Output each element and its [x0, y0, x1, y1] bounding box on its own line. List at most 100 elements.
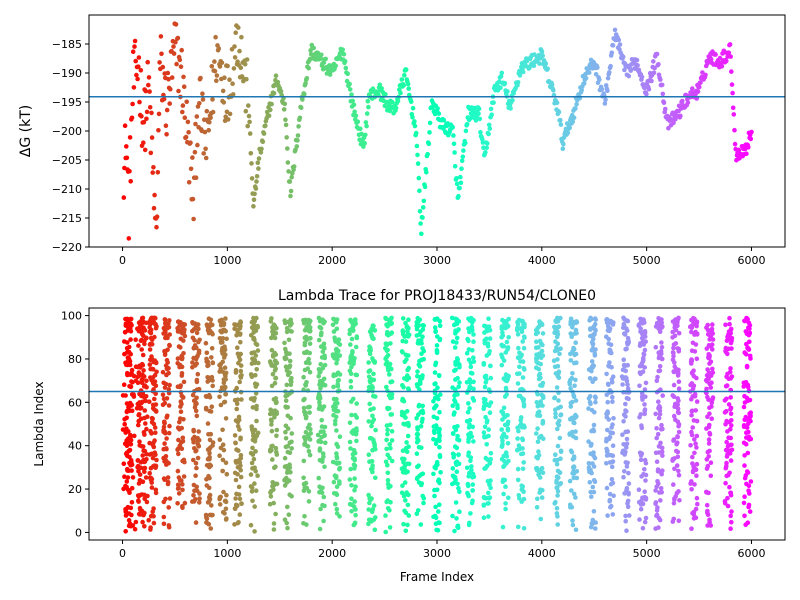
delta-g-point — [252, 191, 257, 197]
lambda-point — [306, 356, 312, 362]
lambda-point — [431, 428, 437, 434]
lambda-point — [453, 359, 458, 365]
lambda-point — [437, 323, 443, 329]
lambda-point — [238, 339, 243, 345]
delta-g-panel: 0 1000 2000 3000 4000 5000 6000 −220−215−210−2… — [18, 14, 786, 267]
lambda-point — [147, 470, 152, 476]
lambda-point — [302, 396, 307, 402]
lambda-point — [371, 377, 377, 383]
lambda-point — [452, 424, 457, 430]
lambda-point — [315, 432, 321, 438]
lambda-point — [286, 337, 292, 343]
lambda-point — [571, 464, 577, 469]
lambda-point — [503, 501, 508, 506]
lambda-point — [210, 383, 215, 389]
lambda-point — [331, 491, 337, 496]
lambda-point — [400, 448, 406, 454]
lambda-point — [671, 500, 677, 506]
lambda-point — [433, 521, 439, 526]
lambda-point — [414, 333, 420, 338]
lambda-point — [269, 383, 275, 389]
lambda-point — [122, 441, 128, 447]
lambda-point — [182, 500, 188, 506]
lambda-point — [557, 435, 563, 441]
lambda-point — [641, 342, 647, 347]
lambda-point — [642, 329, 648, 334]
lambda-point — [436, 373, 442, 378]
delta-g-point — [732, 141, 738, 147]
delta-g-point — [192, 149, 198, 155]
delta-g-point — [581, 81, 587, 86]
lambda-point — [387, 525, 393, 530]
lambda-point — [237, 379, 242, 385]
lambda-point — [252, 529, 257, 534]
lambda-point — [432, 317, 438, 322]
lambda-point — [457, 380, 462, 385]
lambda-point — [148, 465, 154, 471]
lambda-point — [179, 330, 185, 336]
lambda-point — [638, 371, 643, 377]
lambda-point — [457, 509, 462, 514]
lambda-point — [728, 326, 734, 332]
delta-g-x-tick-label: 1000 — [213, 254, 241, 267]
lambda-point — [318, 439, 324, 445]
lambda-point — [503, 506, 508, 512]
lambda-point — [468, 317, 473, 323]
lambda-point — [456, 384, 462, 390]
lambda-point — [142, 524, 147, 529]
lambda-point — [622, 452, 627, 457]
lambda-point — [694, 418, 700, 424]
lambda-point — [692, 482, 697, 487]
lambda-point — [657, 364, 663, 369]
delta-g-point — [201, 151, 206, 156]
lambda-point — [206, 499, 212, 504]
lambda-point — [592, 479, 598, 485]
lambda-point — [537, 470, 543, 475]
lambda-point — [248, 472, 254, 477]
lambda-point — [516, 447, 522, 452]
lambda-point — [387, 321, 393, 327]
lambda-point — [453, 500, 459, 505]
lambda-point — [624, 461, 630, 466]
lambda-point — [120, 427, 126, 432]
lambda-point — [350, 328, 356, 333]
lambda-point — [705, 327, 711, 333]
lambda-point — [308, 431, 314, 436]
lambda-point — [620, 376, 626, 381]
lambda-point — [673, 401, 678, 407]
lambda-point — [452, 528, 457, 534]
lambda-point — [162, 317, 168, 323]
delta-g-point — [639, 74, 645, 80]
lambda-point — [642, 467, 647, 472]
lambda-point — [515, 466, 521, 472]
lambda-point — [217, 502, 223, 507]
lambda-point — [607, 498, 612, 504]
lambda-point — [286, 478, 292, 484]
lambda-point — [691, 368, 696, 374]
delta-g-point — [570, 119, 576, 124]
lambda-point — [122, 339, 127, 344]
lambda-point — [270, 324, 275, 330]
delta-g-point — [729, 69, 734, 74]
lambda-point — [622, 331, 627, 336]
lambda-point — [694, 399, 700, 404]
lambda-point — [414, 382, 420, 387]
lambda-point — [485, 341, 491, 346]
lambda-point — [160, 369, 166, 375]
lambda-point — [537, 435, 542, 440]
lambda-point — [743, 380, 749, 385]
delta-g-point — [183, 134, 189, 140]
lambda-point — [274, 427, 280, 433]
lambda-point — [302, 350, 307, 356]
lambda-point — [224, 516, 229, 521]
lambda-point — [208, 431, 214, 437]
lambda-point — [553, 414, 558, 420]
delta-g-point — [204, 108, 210, 114]
lambda-point — [689, 357, 694, 363]
lambda-point — [239, 373, 244, 378]
delta-g-point — [263, 123, 268, 128]
lambda-point — [659, 422, 664, 428]
delta-g-point — [415, 161, 421, 166]
delta-g-point — [680, 98, 685, 104]
delta-g-point — [363, 132, 368, 138]
